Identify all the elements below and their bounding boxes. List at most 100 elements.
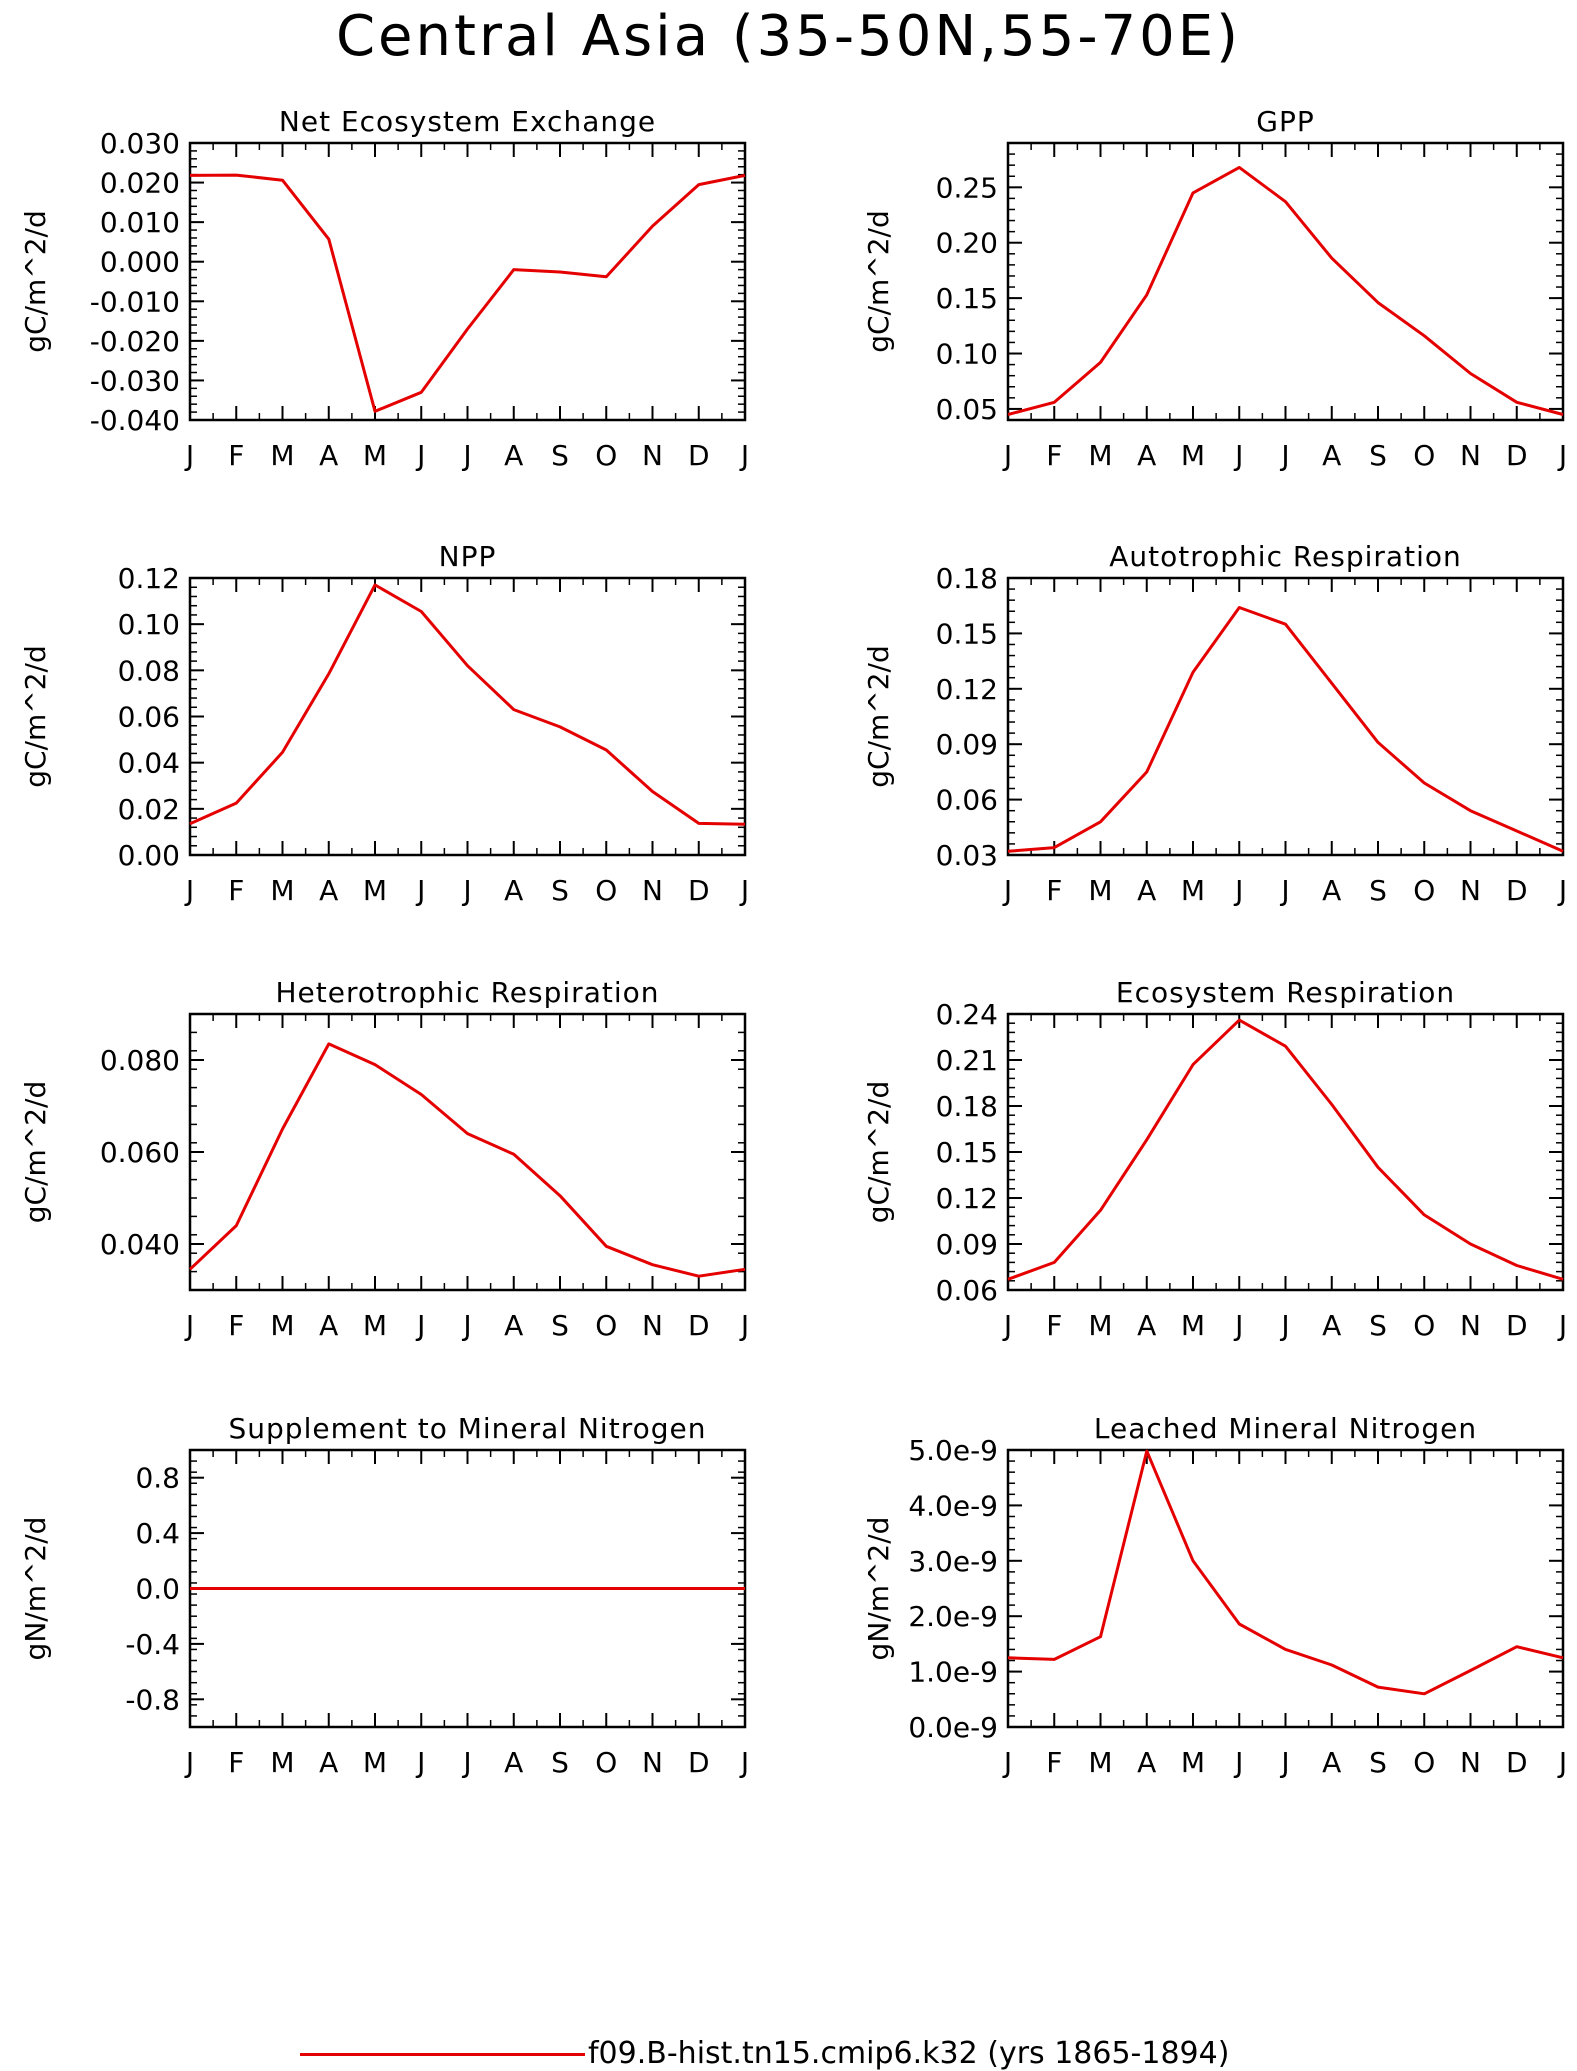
x-tick-label: O [1413,874,1435,907]
x-tick-label: A [1137,1309,1156,1342]
x-tick-label: J [1233,1746,1243,1779]
y-tick-label: 0.09 [936,728,998,761]
series-line [1008,608,1563,852]
y-axis-label: gC/m^2/d [19,210,52,353]
y-tick-label: 3.0e-9 [908,1545,998,1578]
chart-title: Net Ecosystem Exchange [279,105,656,138]
y-tick-label: 0.00 [118,839,180,872]
y-tick-label: 0.010 [100,206,180,239]
x-tick-label: F [1046,1746,1062,1779]
y-tick-label: 0.18 [936,1090,998,1123]
x-tick-label: J [1557,1309,1567,1342]
series-line [190,585,745,824]
x-tick-label: O [595,874,617,907]
x-tick-label: A [1322,1309,1341,1342]
x-tick-label: S [551,1746,569,1779]
x-tick-label: S [1369,874,1387,907]
x-tick-label: A [1322,439,1341,472]
x-tick-label: J [1233,1309,1243,1342]
series-line [1008,1451,1563,1694]
x-tick-label: J [739,1309,749,1342]
y-axis-label: gN/m^2/d [862,1517,895,1661]
x-tick-label: M [1181,1309,1205,1342]
x-tick-label: J [461,874,471,907]
series-line [190,1044,745,1276]
x-tick-label: A [319,1746,338,1779]
x-tick-label: S [1369,439,1387,472]
x-tick-label: J [415,1746,425,1779]
x-tick-label: A [504,1309,523,1342]
x-tick-label: O [595,1746,617,1779]
y-tick-label: 0.0e-9 [908,1711,998,1744]
y-tick-label: 0.030 [100,127,180,160]
x-tick-label: J [184,874,194,907]
x-tick-label: J [739,874,749,907]
y-tick-label: 0.000 [100,246,180,279]
x-tick-label: M [270,439,294,472]
x-tick-label: J [1002,874,1012,907]
y-tick-label: -0.4 [125,1628,180,1661]
plot-frame [190,578,745,855]
y-tick-label: 0.18 [936,562,998,595]
x-tick-label: F [228,1746,244,1779]
x-tick-label: A [319,874,338,907]
x-tick-label: F [1046,1309,1062,1342]
x-tick-label: J [1557,439,1567,472]
x-tick-label: M [363,874,387,907]
y-tick-label: 0.02 [118,793,180,826]
x-tick-label: A [1137,439,1156,472]
y-tick-label: 0.020 [100,167,180,200]
x-tick-label: D [1506,874,1528,907]
x-tick-label: O [1413,439,1435,472]
y-axis-label: gC/m^2/d [19,1081,52,1224]
chart-title: NPP [439,540,497,573]
x-tick-label: N [642,874,663,907]
x-tick-label: O [1413,1309,1435,1342]
y-tick-label: 0.040 [100,1228,180,1261]
y-axis-label: gN/m^2/d [19,1517,52,1661]
x-tick-label: S [551,874,569,907]
y-axis-label: gC/m^2/d [862,645,895,788]
y-axis-label: gC/m^2/d [19,645,52,788]
y-tick-label: 2.0e-9 [908,1600,998,1633]
x-tick-label: J [1557,874,1567,907]
y-tick-label: 0.060 [100,1136,180,1169]
y-tick-label: 0.05 [936,393,998,426]
x-tick-label: M [363,1309,387,1342]
x-tick-label: M [363,439,387,472]
x-tick-label: D [688,1746,710,1779]
x-tick-label: J [415,439,425,472]
x-tick-label: J [1279,1746,1289,1779]
x-tick-label: N [1460,1309,1481,1342]
chart-title: Ecosystem Respiration [1116,976,1455,1009]
plot-frame [190,143,745,420]
x-tick-label: J [461,1309,471,1342]
y-tick-label: 0.06 [936,784,998,817]
chart-title: Supplement to Mineral Nitrogen [229,1412,707,1445]
y-tick-label: 0.08 [118,654,180,687]
x-tick-label: O [1413,1746,1435,1779]
x-tick-label: N [642,1746,663,1779]
x-tick-label: S [1369,1309,1387,1342]
x-tick-label: J [1279,1309,1289,1342]
x-tick-label: A [504,439,523,472]
x-tick-label: D [688,1309,710,1342]
x-tick-label: J [461,1746,471,1779]
x-tick-label: O [595,1309,617,1342]
x-tick-label: J [1002,439,1012,472]
x-tick-label: N [642,1309,663,1342]
plot-frame [190,1014,745,1290]
y-tick-label: 0.15 [936,1136,998,1169]
x-tick-label: J [1279,874,1289,907]
x-tick-label: N [642,439,663,472]
x-tick-label: M [270,1746,294,1779]
x-tick-label: M [363,1746,387,1779]
x-tick-label: J [184,1746,194,1779]
x-tick-label: S [551,1309,569,1342]
x-tick-label: S [1369,1746,1387,1779]
y-tick-label: 0.12 [118,562,180,595]
